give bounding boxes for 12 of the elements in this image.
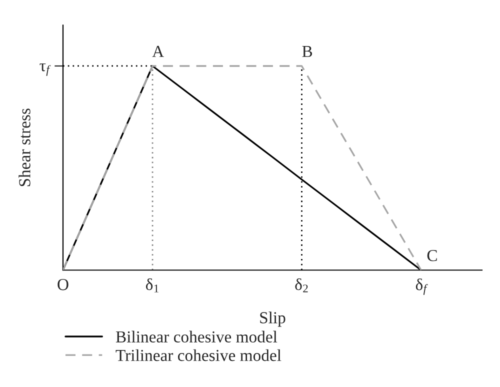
y-axis-title: Shear stress xyxy=(18,108,30,186)
annotation: A xyxy=(152,46,164,57)
legend-label: Bilinear cohesive model xyxy=(116,330,278,343)
legend-label: Trilinear cohesive model xyxy=(116,349,282,362)
ref-line-label: τ$_{f}$ xyxy=(40,63,51,76)
x-tick-label: δ$_{f}$ xyxy=(416,278,428,295)
annotation: C xyxy=(427,250,437,262)
x-axis-title: Slip xyxy=(260,312,286,327)
x-tick-label: O xyxy=(58,278,68,290)
annotation: B xyxy=(302,46,312,57)
x-tick-label: δ$_{1}$ xyxy=(146,278,158,292)
x-tick-label: δ$_{2}$ xyxy=(295,278,308,292)
